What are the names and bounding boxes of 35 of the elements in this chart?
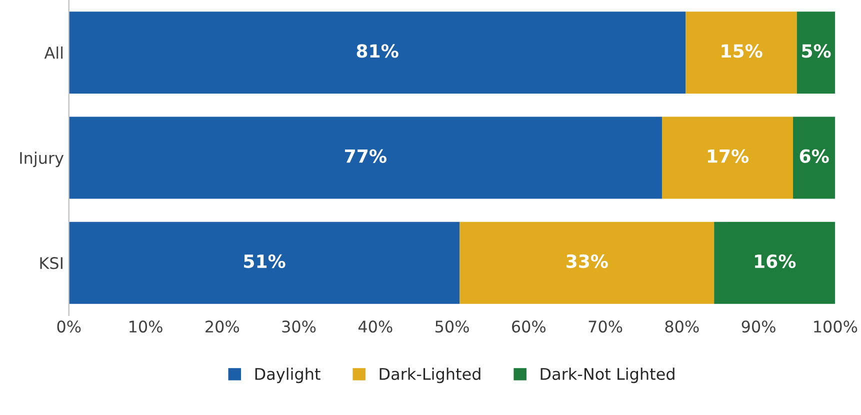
bar xyxy=(68,116,662,199)
data-label: 5% xyxy=(802,44,831,58)
bar xyxy=(662,116,794,199)
bar xyxy=(714,222,836,304)
y-tick-label: KSI xyxy=(40,257,62,270)
data-label: 17% xyxy=(708,149,749,163)
x-tick-label: 20% xyxy=(206,320,240,333)
data-label: 16% xyxy=(755,254,796,268)
y-tick-label: Injury xyxy=(20,152,64,168)
data-label: 51% xyxy=(244,254,286,268)
x-tick-label: 80% xyxy=(665,320,699,333)
bar xyxy=(796,12,836,94)
x-tick-label: 50% xyxy=(436,320,469,333)
x-tick-label: 100% xyxy=(814,320,858,333)
data-label: 81% xyxy=(356,44,398,58)
data-label: 77% xyxy=(345,149,386,163)
bar xyxy=(793,116,836,199)
data-label: 15% xyxy=(722,44,762,58)
x-tick-label: 30% xyxy=(282,320,316,333)
bar xyxy=(68,222,460,304)
bar xyxy=(686,12,797,94)
data-label: 33% xyxy=(566,254,608,268)
bar xyxy=(68,12,686,94)
legend-label: Daylight xyxy=(255,368,320,384)
y-tick-label: All xyxy=(44,46,63,59)
x-tick-label: 70% xyxy=(588,320,622,333)
x-tick-label: 0% xyxy=(57,320,81,333)
x-tick-label: 10% xyxy=(130,320,162,333)
x-tick-label: 40% xyxy=(358,320,392,333)
data-label: 6% xyxy=(800,149,829,163)
bar xyxy=(460,222,714,304)
x-tick-label: 60% xyxy=(512,320,546,333)
legend-label: Dark-Not Lighted xyxy=(540,368,674,384)
legend-label: Dark-Lighted xyxy=(380,368,480,384)
x-tick-label: 90% xyxy=(742,320,776,333)
